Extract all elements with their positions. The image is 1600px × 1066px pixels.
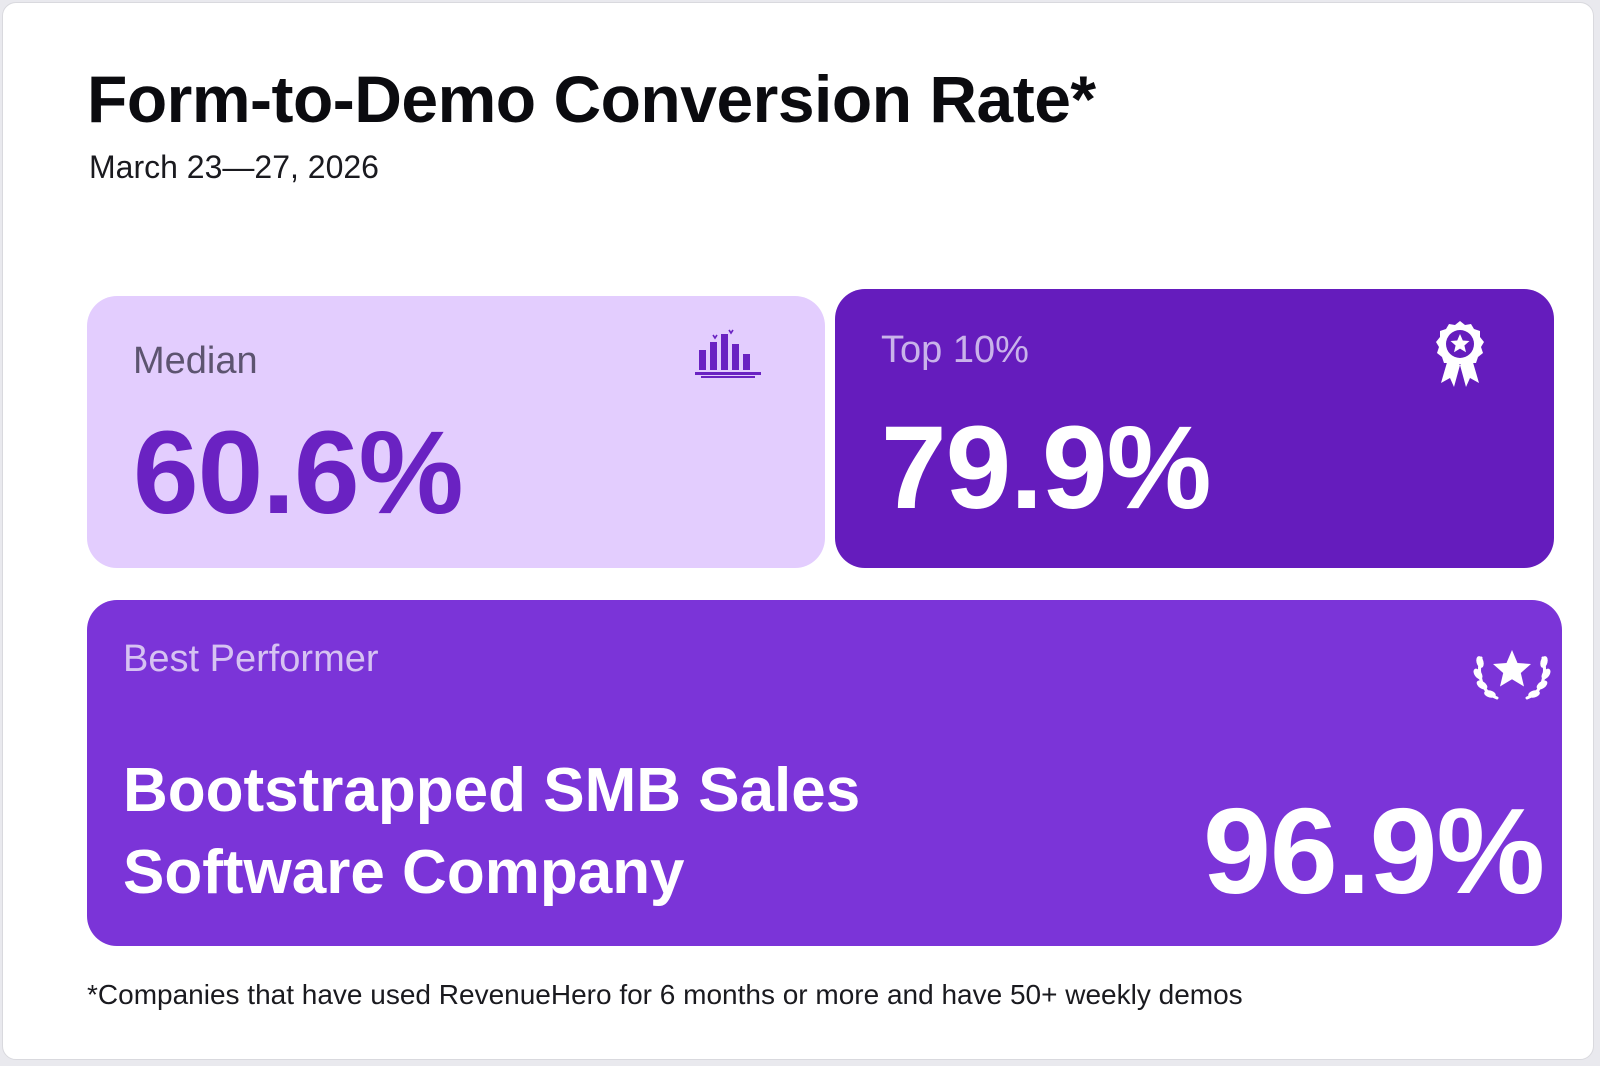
date-range: March 23—27, 2026 [89,149,379,185]
median-label: Median [133,340,258,382]
footnote: *Companies that have used RevenueHero fo… [87,979,1243,1010]
page-title: Form-to-Demo Conversion Rate* [87,62,1096,136]
median-value: 60.6% [133,407,464,539]
award-ribbon-icon [1436,321,1484,387]
laurel-star-icon [1473,650,1551,700]
best-performer-name-line-1: Bootstrapped SMB Sales [123,756,861,825]
top-10-value: 79.9% [881,402,1212,534]
median-card: Median 60.6% [87,296,825,568]
best-performer-label: Best Performer [123,638,379,680]
bar-chart-icon [695,329,761,378]
best-performer-card: Best Performer Bootstrapped SMB Sales So… [87,600,1562,946]
best-performer-name-line-2: Software Company [123,838,685,907]
best-performer-name: Bootstrapped SMB Sales Software Company [123,750,860,914]
top-10-card: Top 10% 79.9% [835,289,1554,568]
top-10-label: Top 10% [881,329,1029,371]
best-performer-value: 96.9% [1203,783,1545,919]
